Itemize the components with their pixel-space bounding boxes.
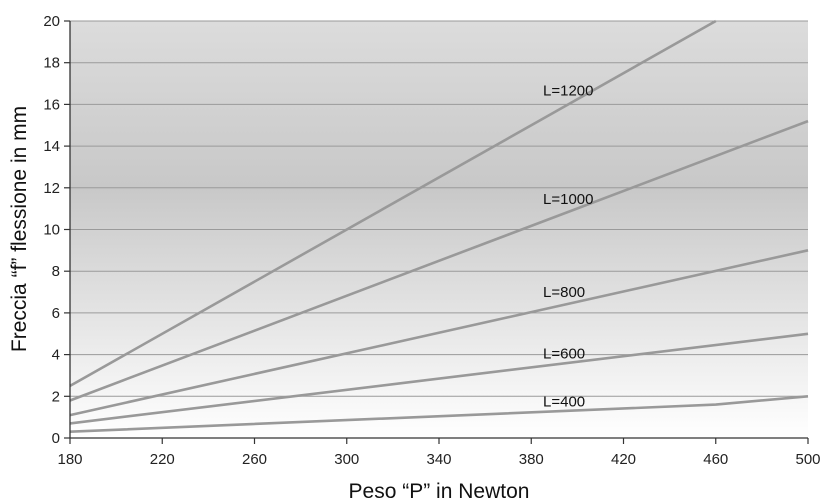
series-label-l-400: L=400 (543, 394, 585, 411)
y-tick-label: 16 (43, 96, 60, 113)
series-label-l-1000: L=1000 (543, 191, 593, 208)
y-axis-title: Freccia “f” flessione in mm (8, 106, 31, 352)
x-axis-title: Peso “P” in Newton (349, 480, 530, 502)
x-tick-label: 380 (519, 451, 544, 468)
series-label-l-600: L=600 (543, 345, 585, 362)
x-tick-label: 260 (242, 451, 267, 468)
series-lines (69, 19, 809, 433)
x-tick-label: 460 (703, 451, 728, 468)
y-tick-label: 10 (43, 222, 60, 239)
x-tick-label: 340 (426, 451, 451, 468)
y-tick-label: 18 (43, 55, 60, 72)
series-label-l-800: L=800 (543, 284, 585, 301)
y-tick-label: 20 (43, 13, 60, 30)
series-line-l-400 (69, 395, 809, 433)
series-label-l-1200: L=1200 (543, 83, 593, 100)
y-tick-label: 8 (52, 263, 60, 280)
y-tick-label: 14 (43, 138, 60, 155)
series-line-l-1000 (69, 119, 809, 402)
x-tick-label: 180 (57, 451, 82, 468)
y-tick-label: 4 (52, 347, 60, 364)
x-tick-label: 300 (334, 451, 359, 468)
series-labels: L=400 L=600 L=800 L=1000 L=1200 (543, 83, 593, 411)
y-tick-label: 2 (52, 388, 60, 405)
tick-labels: 0 2 4 6 8 10 12 14 16 18 20 180 220 260 300 340 380 420 46… (43, 13, 820, 468)
series-line-l-600 (69, 332, 809, 425)
grid (70, 20, 808, 397)
axes (64, 20, 809, 444)
x-tick-label: 420 (611, 451, 636, 468)
y-tick-label: 12 (43, 180, 60, 197)
y-tick-label: 6 (52, 305, 60, 322)
x-tick-label: 500 (795, 451, 820, 468)
series-line-l-800 (69, 249, 809, 417)
y-tick-label: 0 (52, 430, 60, 447)
x-tick-label: 220 (150, 451, 175, 468)
series-line-l-1200 (69, 19, 717, 388)
